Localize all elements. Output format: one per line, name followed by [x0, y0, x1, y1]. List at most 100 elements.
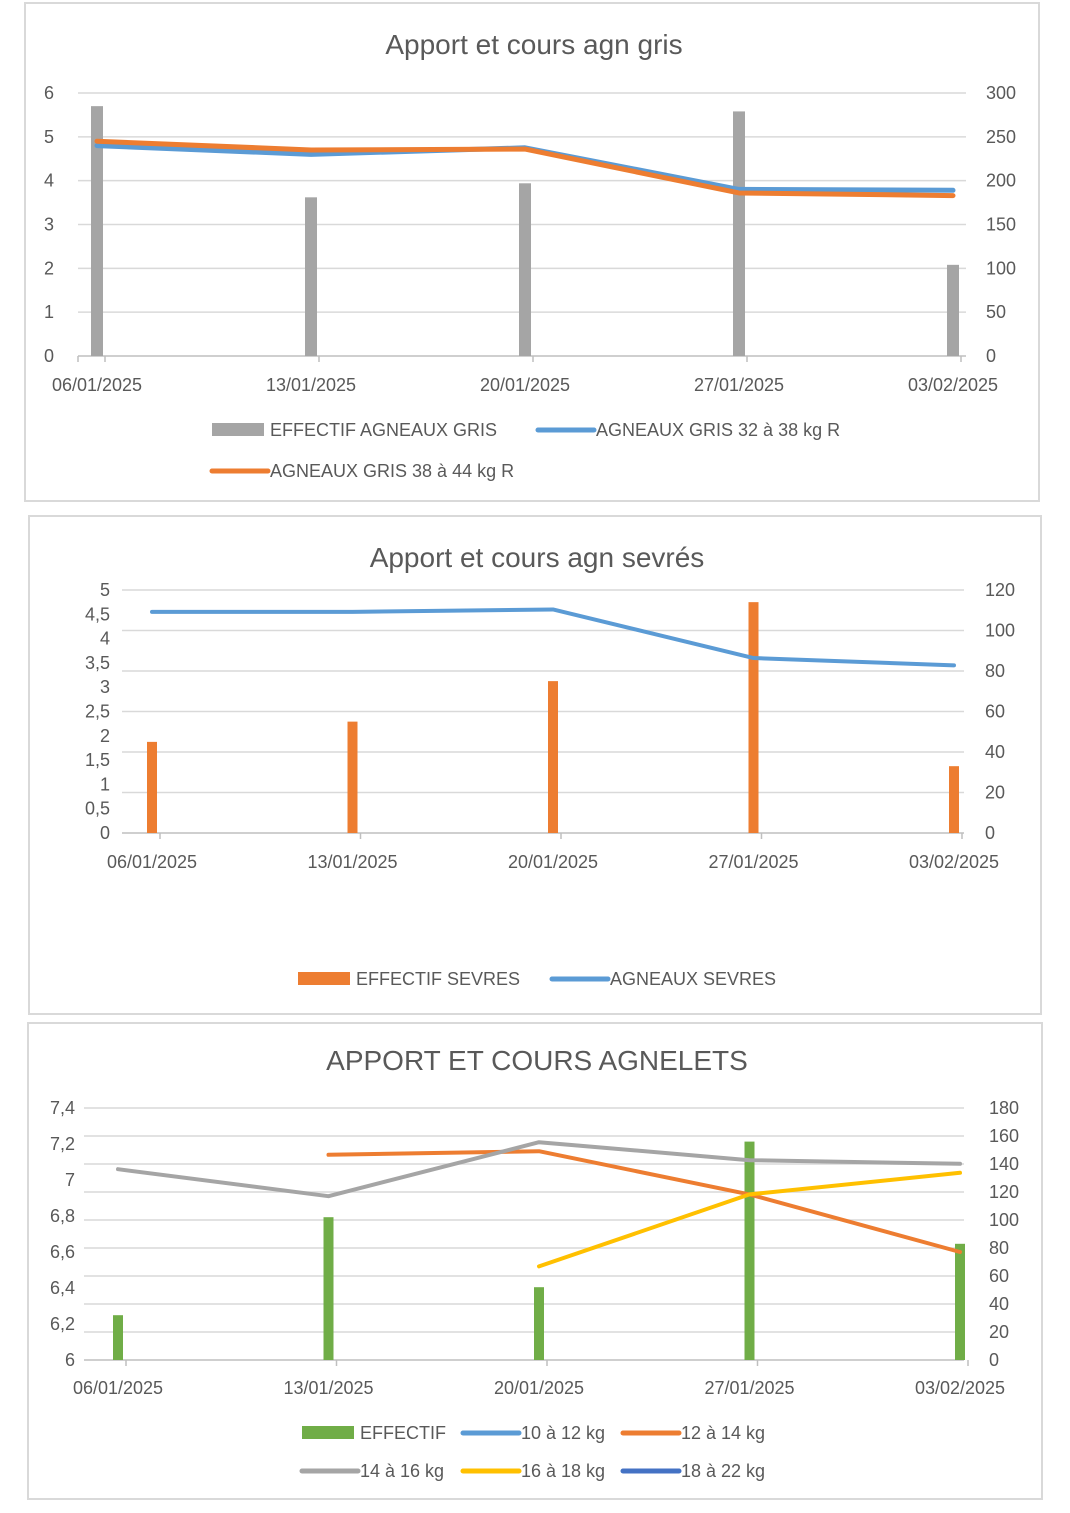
x-tick-label: 20/01/2025 [480, 375, 570, 395]
x-tick-label: 06/01/2025 [52, 375, 142, 395]
legend-label: 14 à 16 kg [360, 1461, 444, 1481]
x-tick-label: 03/02/2025 [915, 1378, 1005, 1398]
y-right-tick-label: 140 [989, 1154, 1019, 1174]
bar-5 [955, 1243, 965, 1360]
x-tick-label: 03/02/2025 [908, 375, 998, 395]
y-left-tick-label: 6,6 [50, 1242, 75, 1262]
y-left-tick-label: 7,2 [50, 1134, 75, 1154]
y-left-tick-label: 1 [44, 302, 54, 322]
y-right-tick-label: 200 [986, 171, 1016, 191]
y-right-tick-label: 120 [989, 1182, 1019, 1202]
x-tick-label: 13/01/2025 [283, 1378, 373, 1398]
bar-1 [113, 1315, 123, 1360]
bar-5 [947, 264, 959, 356]
x-tick-label: 27/01/2025 [694, 375, 784, 395]
y-left-tick-label: 6,2 [50, 1314, 75, 1334]
legend-swatch-bar [212, 423, 264, 436]
y-right-tick-label: 160 [989, 1126, 1019, 1146]
chart-panel-gris: Apport et cours agn gris 0 1 2 3 4 5 6 0 50 100 150… [24, 2, 1040, 502]
x-tick-label: 20/01/2025 [494, 1378, 584, 1398]
legend-label: 12 à 14 kg [681, 1423, 765, 1443]
y-left-tick-label: 5 [44, 127, 54, 147]
legend-label: AGNEAUX SEVRES [610, 969, 776, 989]
y-right-tick-label: 20 [985, 783, 1005, 803]
chart-panel-agnelets: APPORT ET COURS AGNELETS 6 6,2 6,4 6,6 6,8 7 7,… [27, 1022, 1043, 1500]
bar-2 [323, 1217, 334, 1360]
legend-label: 18 à 22 kg [681, 1461, 765, 1481]
y-left-tick-label: 3 [100, 677, 110, 697]
y-right-tick-label: 50 [986, 302, 1006, 322]
bar-3 [519, 183, 531, 356]
y-left-tick-label: 1 [100, 774, 110, 794]
legend-label: EFFECTIF [360, 1423, 446, 1443]
y-right-tick-label: 120 [985, 580, 1015, 600]
x-tick-label: 13/01/2025 [307, 852, 397, 872]
y-left-tick-label: 7,4 [50, 1098, 75, 1118]
bar-3 [548, 681, 558, 833]
y-right-tick-label: 100 [985, 621, 1015, 641]
legend-label: AGNEAUX GRIS 32 à 38 kg R [596, 420, 840, 440]
series-line-1 [150, 607, 956, 668]
x-tick-label: 27/01/2025 [708, 852, 798, 872]
x-tick-label: 27/01/2025 [704, 1378, 794, 1398]
y-left-tick-label: 2,5 [85, 702, 110, 722]
y-right-tick-label: 0 [989, 1350, 999, 1370]
y-right-tick-label: 80 [989, 1238, 1009, 1258]
bar-4 [748, 602, 759, 833]
y-right-tick-label: 300 [986, 83, 1016, 103]
y-right-tick-label: 180 [989, 1098, 1019, 1118]
y-left-tick-label: 4 [100, 629, 110, 649]
y-right-tick-label: 80 [985, 661, 1005, 681]
legend-label: 16 à 18 kg [521, 1461, 605, 1481]
series-line-2 [94, 138, 956, 199]
y-right-tick-label: 20 [989, 1322, 1009, 1342]
legend-swatch-bar [298, 972, 350, 985]
x-tick-label: 06/01/2025 [73, 1378, 163, 1398]
bar-1 [91, 106, 103, 357]
y-right-tick-label: 100 [989, 1210, 1019, 1230]
y-left-tick-label: 2 [44, 258, 54, 278]
bar-4 [733, 111, 745, 356]
y-right-tick-label: 60 [985, 702, 1005, 722]
legend-label: 10 à 12 kg [521, 1423, 605, 1443]
legend-label: EFFECTIF AGNEAUX GRIS [270, 420, 497, 440]
y-left-tick-label: 6,8 [50, 1206, 75, 1226]
x-tick-label: 03/02/2025 [909, 852, 999, 872]
chart-title: Apport et cours agn gris [385, 29, 682, 60]
y-left-tick-label: 1,5 [85, 750, 110, 770]
chart-gris: Apport et cours agn gris 0 1 2 3 4 5 6 0 50 100 150… [44, 29, 1016, 481]
chart-panel-sevres: Apport et cours agn sevrés 0 0,5 1 1,5 2 2,5 3 3… [28, 515, 1042, 1015]
y-right-tick-label: 0 [986, 346, 996, 366]
y-left-tick-label: 3 [44, 215, 54, 235]
y-left-tick-label: 0 [44, 346, 54, 366]
y-left-tick-label: 6,4 [50, 1278, 75, 1298]
legend-label: AGNEAUX GRIS 38 à 44 kg R [270, 461, 514, 481]
y-left-tick-label: 2 [100, 726, 110, 746]
y-right-tick-label: 40 [989, 1294, 1009, 1314]
y-right-tick-label: 40 [985, 742, 1005, 762]
y-right-tick-label: 150 [986, 215, 1016, 235]
x-tick-label: 20/01/2025 [508, 852, 598, 872]
chart-title: APPORT ET COURS AGNELETS [326, 1045, 748, 1076]
chart-agnelets: APPORT ET COURS AGNELETS 6 6,2 6,4 6,6 6,8 7 7,… [50, 1045, 1019, 1481]
bar-1 [147, 741, 157, 833]
y-left-tick-label: 4,5 [85, 604, 110, 624]
y-left-tick-label: 6 [65, 1350, 75, 1370]
y-left-tick-label: 7 [65, 1170, 75, 1190]
bar-4 [744, 1141, 755, 1360]
legend-label: EFFECTIF SEVRES [356, 969, 520, 989]
legend-swatch-bar [302, 1426, 354, 1439]
y-right-tick-label: 0 [985, 823, 995, 843]
chart-sevres: Apport et cours agn sevrés 0 0,5 1 1,5 2 2,5 3 3… [85, 542, 1015, 989]
series-line-3 [116, 1140, 962, 1199]
x-tick-label: 06/01/2025 [107, 852, 197, 872]
y-right-tick-label: 100 [986, 258, 1016, 278]
bar-5 [949, 766, 959, 833]
chart-title: Apport et cours agn sevrés [370, 542, 705, 573]
y-left-tick-label: 5 [100, 580, 110, 600]
y-left-tick-label: 0,5 [85, 799, 110, 819]
y-left-tick-label: 4 [44, 171, 54, 191]
series-line-4 [537, 1170, 962, 1269]
y-right-tick-label: 60 [989, 1266, 1009, 1286]
y-left-tick-label: 3,5 [85, 653, 110, 673]
